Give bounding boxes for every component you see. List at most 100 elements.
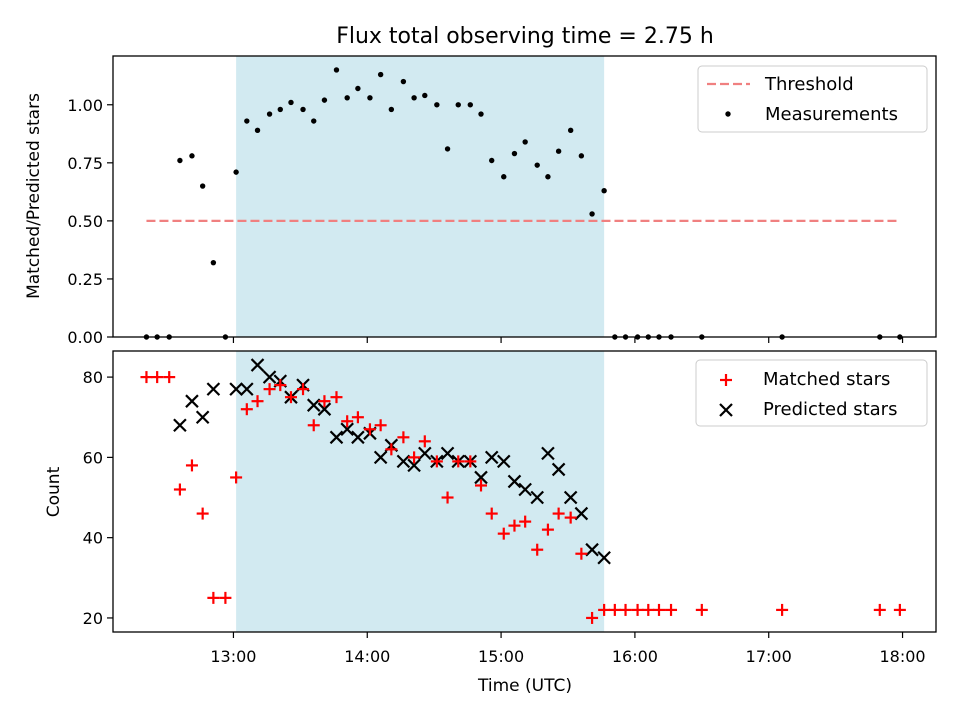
measurement-point — [321, 97, 328, 103]
measurement-point — [511, 150, 518, 157]
measurement-point — [411, 95, 417, 101]
measurement-point — [489, 157, 495, 164]
matched-star-point — [418, 435, 431, 448]
predicted-star-point — [317, 402, 332, 416]
measurement-point — [199, 183, 206, 189]
legend-matched-label: Matched stars — [763, 369, 890, 390]
legend-predicted-label: Predicted stars — [763, 399, 897, 420]
measurement-point — [545, 174, 551, 180]
measurement-point — [434, 102, 440, 108]
matched-star-point — [776, 603, 789, 616]
predicted-star-point — [574, 506, 589, 521]
matched-star-point — [497, 527, 510, 540]
matched-star-point — [586, 611, 599, 624]
matched-star-point — [608, 603, 621, 616]
matched-star-point — [508, 519, 521, 532]
matched-star-point — [598, 603, 611, 616]
predicted-star-point — [585, 542, 599, 557]
matched-star-point — [330, 391, 343, 404]
measurement-point — [601, 187, 607, 194]
top-y-ticks: 0.00 0.25 0.50 0.75 1.00 — [67, 96, 113, 347]
matched-stars-points — [140, 371, 906, 624]
matched-star-point — [873, 603, 886, 616]
predicted-star-point — [262, 370, 277, 384]
top-x-ticks — [232, 337, 904, 343]
measurement-point — [177, 157, 183, 164]
y-tick-label: 0.00 — [67, 328, 103, 347]
matched-star-point — [163, 371, 176, 384]
predicted-star-point — [507, 474, 522, 489]
top-shaded-span — [236, 56, 605, 337]
measurement-point — [344, 95, 350, 101]
measurement-point — [355, 85, 361, 92]
predicted-star-point — [329, 430, 344, 445]
y-tick-label: 1.00 — [67, 96, 103, 115]
matched-star-point — [575, 547, 588, 560]
bottom-x-ticks: 13:00 14:00 15:00 16:00 17:00 18:00 — [210, 632, 926, 666]
predicted-star-point — [496, 454, 511, 469]
matched-star-point — [695, 603, 708, 616]
measurement-point — [210, 259, 217, 266]
x-tick-label: 18:00 — [879, 647, 925, 666]
predicted-star-point — [541, 446, 555, 461]
matched-star-point — [318, 395, 331, 408]
y-tick-label: 40 — [83, 529, 103, 548]
y-tick-label: 80 — [83, 368, 103, 387]
predicted-star-point — [240, 382, 254, 396]
matched-star-point — [374, 419, 387, 432]
x-tick-label: 14:00 — [344, 647, 390, 666]
chart-title: Flux total observing time = 2.75 h — [336, 24, 714, 49]
bottom-legend-box — [695, 359, 928, 427]
measurement-point — [444, 146, 451, 152]
matched-star-point — [519, 515, 532, 528]
matched-star-point — [207, 591, 220, 604]
matched-star-point — [452, 455, 465, 468]
x-tick-label: 13:00 — [210, 647, 256, 666]
measurement-point — [455, 102, 461, 108]
y-tick-label: 20 — [83, 609, 103, 628]
matched-star-point — [430, 455, 443, 468]
matched-star-point — [564, 511, 577, 524]
predicted-star-point — [206, 382, 221, 396]
measurement-point — [400, 78, 407, 85]
measurement-point — [567, 127, 574, 134]
bottom-legend: Matched stars Predicted stars — [695, 359, 928, 427]
y-tick-label: 0.75 — [67, 154, 103, 173]
bottom-y-axis-label: Count — [44, 466, 64, 517]
matched-star-point — [441, 491, 454, 504]
matched-star-point — [263, 383, 276, 396]
predicted-star-point — [530, 490, 544, 505]
measurement-point — [233, 169, 239, 175]
legend-measurements-swatch — [725, 111, 731, 117]
predicted-star-point — [518, 482, 532, 497]
predicted-star-point — [250, 358, 265, 372]
matched-star-point — [274, 379, 287, 392]
top-panel: 0.00 0.25 0.50 0.75 1.00 Matched/Predicted s… — [24, 55, 937, 347]
predicted-star-point — [185, 394, 199, 408]
measurement-point — [578, 153, 585, 159]
y-tick-label: 0.25 — [67, 270, 103, 289]
matched-star-point — [541, 523, 554, 536]
matched-star-point — [307, 419, 320, 432]
matched-star-point — [552, 507, 565, 520]
matched-star-point — [475, 479, 488, 492]
measurement-point — [534, 162, 540, 168]
x-tick-label: 15:00 — [478, 647, 524, 666]
matched-star-point — [219, 591, 232, 604]
measurement-point — [367, 95, 373, 101]
matched-star-point — [284, 391, 297, 404]
predicted-star-point — [551, 462, 566, 477]
matched-star-point — [140, 371, 153, 384]
matched-star-point — [251, 395, 264, 408]
measurement-point — [277, 106, 283, 113]
matched-star-point — [464, 455, 477, 468]
measurement-point — [377, 71, 384, 78]
matched-star-point — [397, 431, 410, 444]
x-axis-label: Time (UTC) — [477, 676, 572, 696]
y-tick-label: 0.50 — [67, 212, 103, 231]
legend-measurements-label: Measurements — [765, 104, 898, 125]
predicted-star-point — [195, 410, 210, 425]
matched-star-point — [173, 483, 186, 496]
matched-star-point — [185, 459, 198, 472]
